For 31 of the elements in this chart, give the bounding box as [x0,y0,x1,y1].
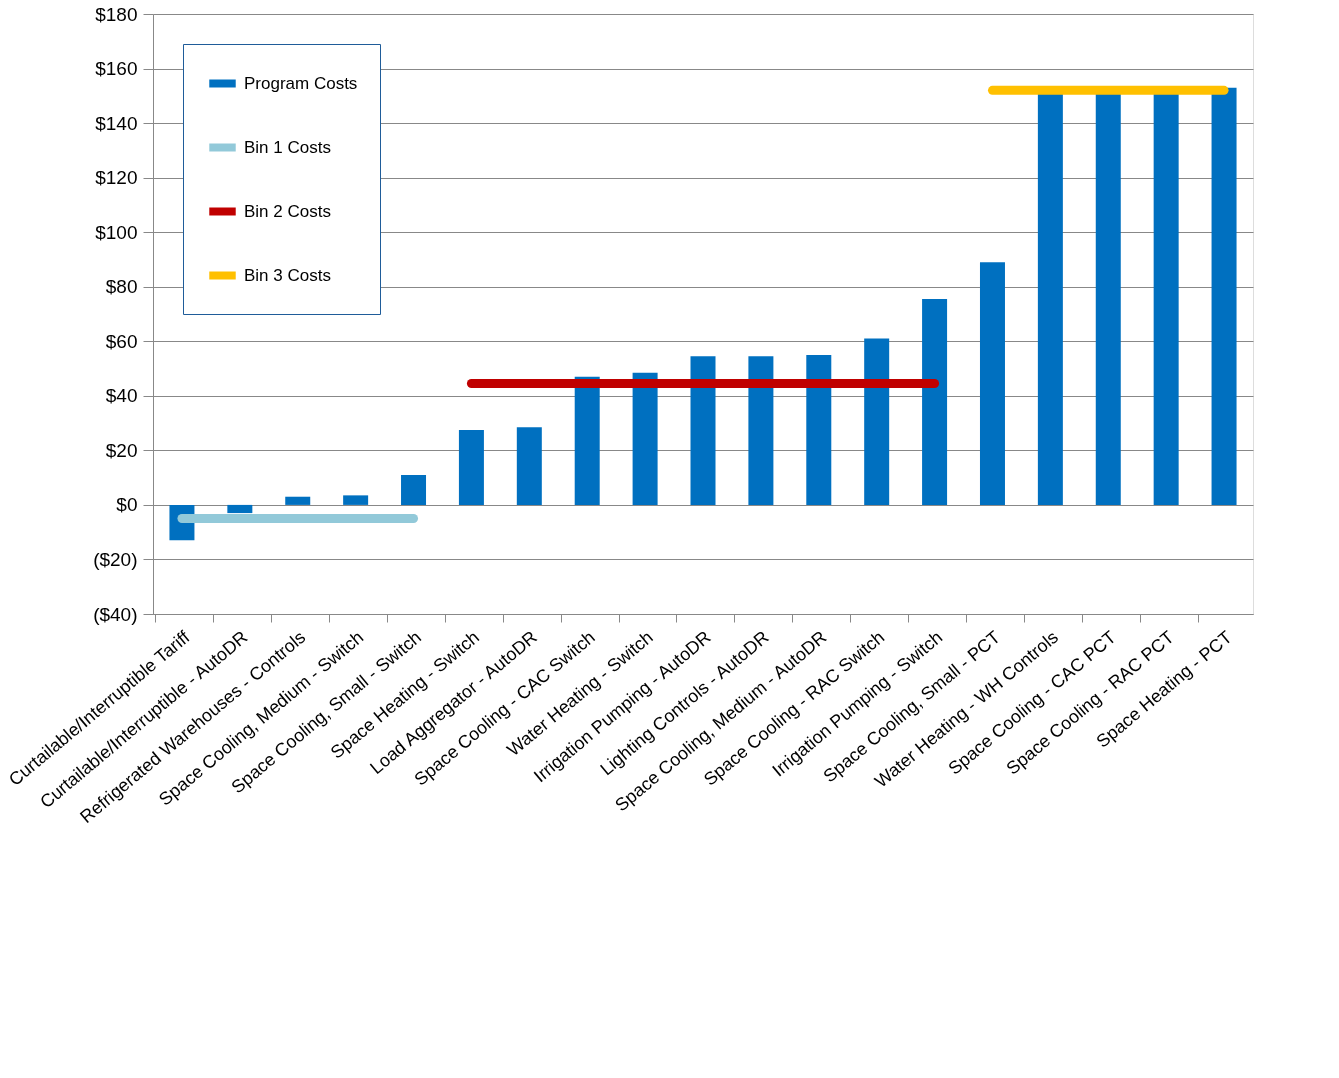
bar [979,262,1005,505]
bar [343,495,369,505]
bar [806,354,832,505]
y-tick-label: $120 [95,167,138,189]
bar [1211,87,1237,505]
y-tick-label: $20 [105,439,138,461]
y-tick-label: $40 [105,385,138,407]
bar [285,496,311,505]
legend-label: Bin 3 Costs [244,265,331,285]
legend-label: Program Costs [244,73,358,93]
bar [632,372,658,505]
bar [864,338,890,505]
y-tick-label: $0 [116,494,138,516]
legend-label: Bin 2 Costs [244,201,331,221]
y-tick-label: ($40) [93,603,138,625]
bar [690,356,716,505]
y-tick-label: $100 [95,221,138,243]
y-tick-label: $180 [95,3,138,25]
bar [458,429,484,505]
y-tick-label: $160 [95,58,138,80]
y-tick-label: $60 [105,330,138,352]
bar [748,356,774,505]
bar [401,474,427,505]
bar [574,376,600,505]
y-tick-label: $140 [95,112,138,134]
y-tick-label: $80 [105,276,138,298]
bar [227,504,253,514]
y-tick-label: ($20) [93,548,138,570]
legend-label: Bin 1 Costs [244,137,331,157]
bar [516,427,542,505]
bar [922,299,948,505]
